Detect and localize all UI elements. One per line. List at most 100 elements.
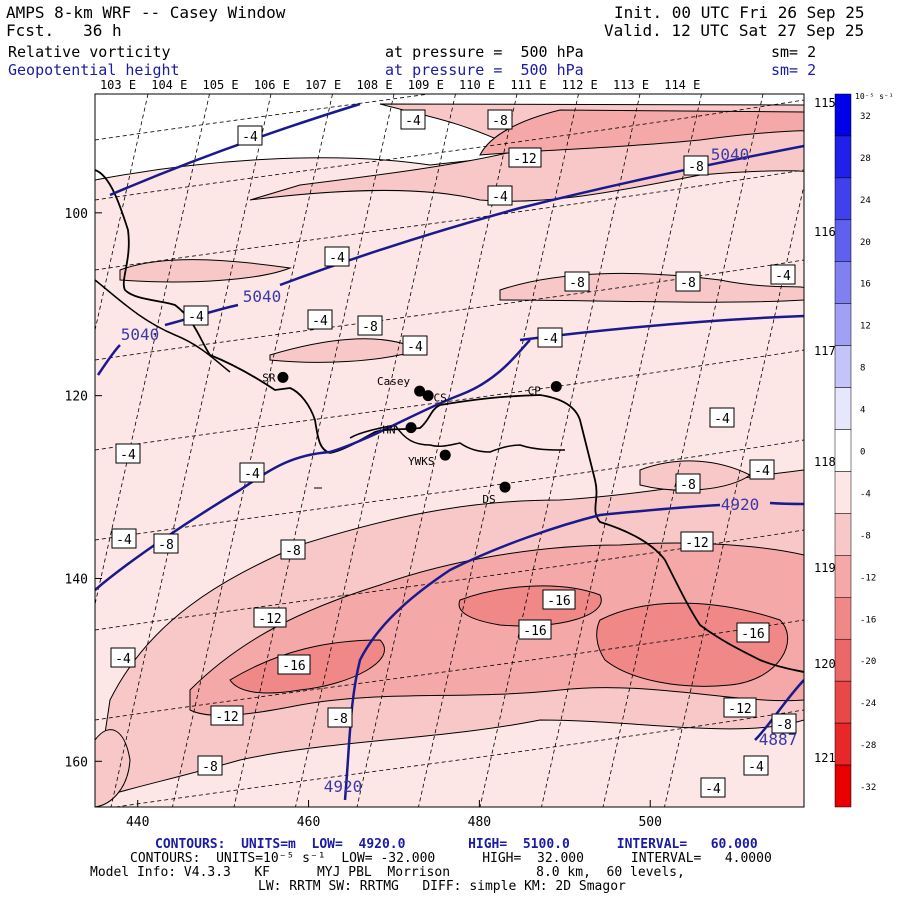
top-longitude-label: 111 E [510, 78, 546, 92]
vorticity-contour-label-box [110, 647, 136, 668]
colorbar-tick-label: 0 [860, 448, 865, 458]
vorticity-contour-label: -4 [242, 130, 258, 145]
x-tick-label: 480 [468, 815, 491, 830]
top-longitude-label: 110 E [459, 78, 495, 92]
vorticity-contour-label: -8 [492, 114, 508, 129]
vorticity-contour-label: -4 [120, 448, 136, 463]
colorbar-tick-label: 20 [860, 238, 871, 248]
vorticity-contour-label: -16 [282, 659, 305, 674]
vorticity-contour-label-box [307, 309, 333, 330]
init-time: Init. 00 UTC Fri 26 Sep 25 [614, 3, 865, 22]
top-longitude-label: 105 E [203, 78, 239, 92]
model-title: AMPS 8-km WRF -- Casey Window [6, 3, 286, 22]
vorticity-contour-label-box [197, 755, 223, 776]
colorbar-tick-label: -20 [860, 657, 876, 667]
height-contour-info: CONTOURS: UNITS=m LOW= 4920.0 HIGH= 5100… [155, 837, 758, 852]
meridian-line [664, 183, 804, 807]
vorticity-contour-label: -8 [158, 538, 174, 553]
vorticity-contour-label-box [487, 109, 513, 130]
colorbar-segment [834, 429, 852, 472]
vorticity-contour-label-box [537, 327, 563, 348]
vorticity-contour-label: -16 [523, 624, 546, 639]
colorbar-segment [834, 722, 852, 766]
vorticity-contour-label: -4 [714, 412, 730, 427]
colorbar-tick-label: -24 [860, 699, 876, 709]
colorbar-tick-label: 12 [860, 322, 871, 332]
colorbar-tick-label: 32 [860, 112, 871, 122]
vorticity-contour-label: -4 [542, 332, 558, 347]
meridian-line [172, 94, 333, 807]
station-marker [414, 385, 426, 397]
vorticity-contour-label: -4 [775, 269, 791, 284]
height-contour-4920-south [343, 503, 721, 801]
station-label: DS [482, 493, 495, 506]
station-marker [550, 381, 562, 393]
meridian-line [602, 94, 764, 807]
vorticity-contour-label: -12 [215, 710, 238, 725]
vorticity-contour-label-box [675, 271, 701, 292]
vorticity-contour-label: -4 [705, 782, 721, 797]
vorticity-contour-label-box [542, 589, 576, 610]
vorticity-contour-label-box [280, 539, 306, 560]
vorticity-contour-label: -8 [680, 276, 696, 291]
vorticity-contour-label-box [709, 407, 735, 428]
vorticity-contour-label: -8 [285, 544, 301, 559]
top-longitude-label: 107 E [305, 78, 341, 92]
field1-level: at pressure = 500 hPa [385, 43, 584, 61]
vorticity-contour-label-box [770, 264, 796, 285]
station-label: YWKS [408, 455, 435, 468]
latitude-line [95, 259, 804, 361]
vorticity-contour-label-box [210, 705, 244, 726]
field1-name: Relative vorticity [8, 43, 171, 61]
vorticity-contour-label-box [324, 246, 350, 267]
vorticity-contour-label: -4 [244, 467, 260, 482]
vorticity-contour-label: -8 [332, 712, 348, 727]
vorticity-contour-label-box [736, 622, 770, 643]
vorticity-contour-label-box [743, 755, 769, 776]
top-longitude-label: 103 E [100, 78, 136, 92]
colorbar-tick-label: -32 [860, 783, 876, 793]
meridian-line [295, 94, 456, 807]
top-longitude-label: 106 E [254, 78, 290, 92]
vorticity-contour-label: -12 [513, 152, 536, 167]
vorticity-contour-label-box [508, 147, 542, 168]
colorbar-segment [834, 177, 852, 221]
height-contour-label: 4920 [721, 495, 760, 514]
vorticity-contour-label-box [115, 443, 141, 464]
vorticity-contour-label-box [564, 271, 590, 292]
vorticity-contour-info: CONTOURS: UNITS=10⁻⁵ s⁻¹ LOW= -32.000 HI… [130, 851, 772, 866]
vorticity-contour-label: -8 [202, 760, 218, 775]
vorticity-contour-label-box [153, 533, 179, 554]
height-contour-label: 4920 [324, 777, 363, 796]
vorticity-contour-label-box [402, 335, 428, 356]
top-longitude-label: 113 E [613, 78, 649, 92]
coastline [95, 169, 804, 673]
station-label: CS [434, 392, 447, 405]
colorbar-segment [834, 93, 852, 137]
vorticity-contour-label-box [749, 459, 775, 480]
vorticity-contour-label: -4 [329, 251, 345, 266]
colorbar-segment [834, 471, 852, 514]
colorbar-segment [834, 513, 852, 556]
vorticity-contour-label: -8 [688, 160, 704, 175]
meridian-line [233, 94, 395, 807]
height-contour-4920-east [769, 501, 804, 506]
y-tick-label: 100 [65, 207, 88, 222]
top-longitude-label: 104 E [151, 78, 187, 92]
meridian-line [110, 94, 272, 807]
height-contour-5040-north [109, 102, 361, 197]
vorticity-contour-label-box [183, 305, 209, 326]
vorticity-contour-label: -8 [569, 276, 585, 291]
colorbar-segment [834, 219, 852, 263]
vorticity-contour-label: -4 [405, 114, 421, 129]
vorticity-contour-label-box [683, 155, 709, 176]
vorticity-contour-label: -8 [776, 718, 792, 733]
latitude-line [95, 619, 804, 721]
station-marker [405, 422, 417, 434]
colorbar-segment [834, 261, 852, 304]
vorticity-band-8-west [119, 259, 292, 283]
height-contour-4887 [754, 679, 804, 741]
vorticity-contour-label: -12 [728, 702, 751, 717]
field2-smoothing: sm= 2 [771, 61, 817, 79]
forecast-hour: Fcst. 36 h [6, 21, 122, 40]
